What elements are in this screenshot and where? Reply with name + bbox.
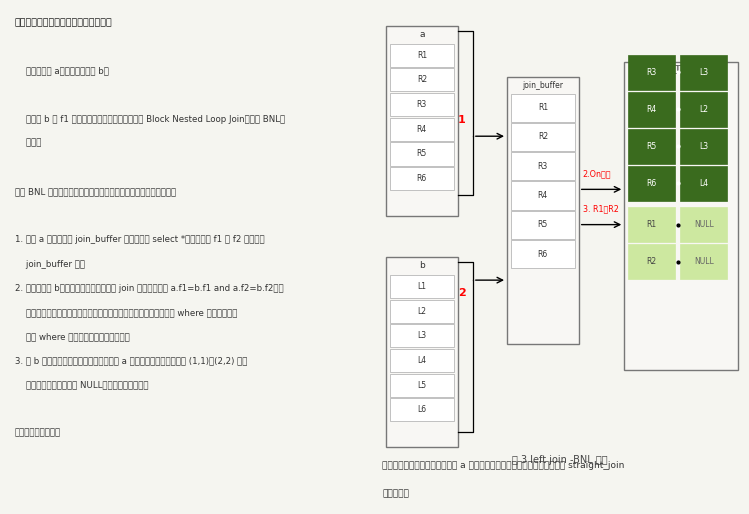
Text: 由于表 b 的 f1 字段上没有索引，所以使用的是 Block Nested Loop Join（简称 BNL）: 由于表 b 的 f1 字段上没有索引，所以使用的是 Block Nested L… [15, 115, 285, 124]
Bar [680, 207, 727, 242]
Text: R2: R2 [416, 76, 427, 84]
Text: 对应的流程图如下：: 对应的流程图如下： [15, 429, 61, 438]
Text: R3: R3 [646, 68, 657, 77]
Text: R4: R4 [416, 125, 427, 134]
Text: R5: R5 [646, 142, 657, 151]
Bar [511, 211, 575, 239]
Text: R2: R2 [538, 133, 548, 141]
Bar [628, 207, 676, 242]
Bar [680, 92, 727, 127]
Bar [386, 26, 458, 216]
Text: 算法。: 算法。 [15, 139, 41, 148]
Text: join_buffer: join_buffer [522, 81, 563, 90]
Bar [389, 118, 454, 141]
Bar [389, 275, 454, 298]
Text: a: a [419, 30, 425, 39]
Bar [628, 244, 676, 279]
Text: 看到 BNL 算法，你就应该知道这条语句的执行流程其实是这样的：: 看到 BNL 算法，你就应该知道这条语句的执行流程其实是这样的： [15, 187, 176, 196]
Bar [680, 129, 727, 164]
Text: L1: L1 [417, 282, 426, 291]
Bar [511, 94, 575, 122]
Bar [389, 349, 454, 372]
Text: L3: L3 [417, 332, 426, 340]
Text: L5: L5 [417, 381, 426, 390]
Text: 判断 where 部分满足条件后，再返回。: 判断 where 部分满足条件后，再返回。 [15, 332, 130, 341]
Text: L2: L2 [417, 307, 426, 316]
Text: L2: L2 [700, 105, 709, 114]
Text: b: b [419, 261, 425, 270]
Text: R4: R4 [646, 105, 657, 114]
Bar [511, 240, 575, 268]
Text: R2: R2 [646, 257, 657, 266]
Bar [680, 244, 727, 279]
Text: R3: R3 [538, 162, 548, 171]
Bar [389, 324, 454, 347]
Bar [680, 55, 727, 90]
Bar [389, 93, 454, 116]
Bar [628, 166, 676, 201]
Text: 1. 把表 a 的内容读入 join_buffer 中，因为是 select *，所以字段 f1 和 f2 都被放入: 1. 把表 a 的内容读入 join_buffer 中，因为是 select *… [15, 235, 264, 245]
Bar [680, 166, 727, 201]
Text: 2: 2 [458, 287, 465, 298]
Text: NULL: NULL [694, 257, 714, 266]
Bar [511, 181, 575, 210]
Bar [511, 123, 575, 151]
Bar [511, 152, 575, 180]
Text: L3: L3 [700, 68, 709, 77]
Text: R1: R1 [538, 103, 548, 112]
Bar [389, 44, 454, 67]
Text: 可以看到，这个结果符合我们的预期：: 可以看到，这个结果符合我们的预期： [15, 18, 112, 27]
Text: 行），把剩余字段补上 NULL，再放入结果集中。: 行），把剩余字段补上 NULL，再放入结果集中。 [15, 380, 148, 390]
Text: R6: R6 [416, 174, 427, 183]
Text: 否满足，满足条件的记录，作为结果集的一行返回。如果语句中有 where 子句，需要先: 否满足，满足条件的记录，作为结果集的一行返回。如果语句中有 where 子句，需… [15, 308, 237, 317]
Bar [389, 300, 454, 323]
Bar [389, 398, 454, 421]
Text: 3. R1，R2: 3. R1，R2 [583, 205, 619, 214]
Text: 结果集: 结果集 [673, 66, 689, 75]
Text: 2.On匹配: 2.On匹配 [583, 170, 611, 178]
Bar [628, 92, 676, 127]
Text: L6: L6 [417, 406, 426, 414]
Bar [389, 167, 454, 190]
Bar [386, 257, 458, 447]
Text: 1: 1 [458, 115, 465, 125]
Bar [389, 374, 454, 397]
Text: R5: R5 [538, 221, 548, 229]
Bar [628, 129, 676, 164]
Text: 是一样的。: 是一样的。 [382, 489, 409, 499]
Bar [507, 77, 579, 344]
Text: R1: R1 [646, 220, 657, 229]
Text: R6: R6 [538, 250, 548, 259]
Text: R3: R3 [416, 100, 427, 109]
Text: R1: R1 [416, 51, 427, 60]
Bar [389, 68, 454, 91]
Text: R6: R6 [646, 179, 657, 188]
Bar [389, 142, 454, 166]
Text: NULL: NULL [694, 220, 714, 229]
Text: 2. 顺序扫描表 b，对于每一行数据，判断 join 条件（也就是 a.f1=b.f1 and a.f2=b.f2）是: 2. 顺序扫描表 b，对于每一行数据，判断 join 条件（也就是 a.f1=b… [15, 284, 283, 293]
Text: L4: L4 [417, 356, 426, 365]
Text: 图 3 left join -BNL 算法: 图 3 left join -BNL 算法 [512, 455, 607, 465]
Text: join_buffer 了。: join_buffer 了。 [15, 260, 85, 269]
Text: L3: L3 [700, 142, 709, 151]
Text: 可以看到，这条语句确实是以表 a 为驱动表，而且从执行效果看，也和使用 straight_join: 可以看到，这条语句确实是以表 a 为驱动表，而且从执行效果看，也和使用 stra… [382, 461, 625, 470]
Text: 3. 表 b 扫描完成后，对于没有被匹配的表 a 的行（在这个例子中就是 (1,1)、(2,2) 这两: 3. 表 b 扫描完成后，对于没有被匹配的表 a 的行（在这个例子中就是 (1,… [15, 356, 247, 365]
Text: L4: L4 [700, 179, 709, 188]
Bar [628, 55, 676, 90]
Bar [624, 62, 738, 370]
Text: R4: R4 [538, 191, 548, 200]
Text: 驱动表是表 a，被驱动表是表 b；: 驱动表是表 a，被驱动表是表 b； [15, 66, 109, 76]
Text: R5: R5 [416, 150, 427, 158]
